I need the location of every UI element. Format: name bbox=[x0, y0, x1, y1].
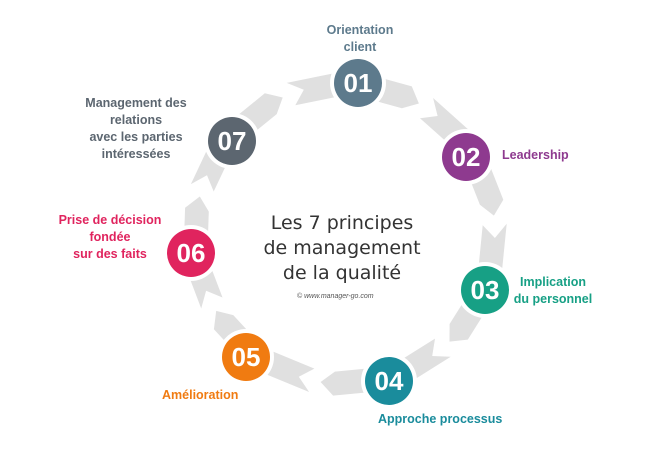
node-circle bbox=[167, 229, 215, 277]
label-line: relations bbox=[109, 113, 163, 127]
principle-node-01: 01 bbox=[330, 55, 386, 111]
label-line: du personnel bbox=[513, 292, 593, 306]
node-number: 06 bbox=[177, 238, 206, 268]
principle-node-03: 03 bbox=[457, 262, 513, 318]
node-number: 02 bbox=[452, 142, 481, 172]
label-line: intéressées bbox=[101, 147, 171, 161]
diagram-title: Les 7 principes de management de la qual… bbox=[262, 211, 422, 286]
principle-node-07: 07 bbox=[204, 113, 260, 169]
node-number: 03 bbox=[471, 275, 500, 305]
label-line: Management des bbox=[85, 96, 187, 110]
label-line: Amélioration bbox=[162, 388, 239, 402]
title-line-2: de management bbox=[263, 237, 421, 259]
node-number: 05 bbox=[232, 342, 261, 372]
label-line: sur des faits bbox=[73, 247, 147, 261]
cycle-arrow-segment bbox=[449, 289, 494, 342]
principle-node-06: 06 bbox=[163, 225, 219, 281]
principle-node-02: 02 bbox=[438, 129, 494, 185]
label-line: avec les parties bbox=[89, 130, 183, 144]
label-implication-personnel: Implication du personnel bbox=[505, 274, 601, 308]
copyright-credit: © www.manager-go.com bbox=[297, 293, 374, 300]
principle-node-04: 04 bbox=[361, 353, 417, 409]
label-approche-processus: Approche processus bbox=[378, 411, 502, 428]
node-circle bbox=[461, 266, 509, 314]
title-line-3: de la qualité bbox=[282, 262, 402, 284]
node-number: 04 bbox=[375, 366, 404, 396]
node-number: 07 bbox=[218, 126, 247, 156]
node-circle bbox=[365, 357, 413, 405]
label-line: Approche processus bbox=[378, 412, 503, 426]
label-amelioration: Amélioration bbox=[162, 387, 238, 404]
cycle-arrow-segment bbox=[223, 93, 283, 144]
principle-node-05: 05 bbox=[218, 329, 274, 385]
node-circle bbox=[334, 59, 382, 107]
label-management-relations: Management des relations avec les partie… bbox=[72, 95, 200, 163]
title-line-1: Les 7 principes bbox=[270, 212, 414, 234]
label-orientation-client: Orientation client bbox=[320, 22, 400, 56]
label-line: client bbox=[343, 40, 377, 54]
label-line: Leadership bbox=[502, 148, 569, 162]
node-circle bbox=[208, 117, 256, 165]
label-prise-de-decision: Prise de décision fondée sur des faits bbox=[50, 212, 170, 263]
label-line: Prise de décision bbox=[58, 213, 162, 227]
node-circle bbox=[442, 133, 490, 181]
label-line: fondée bbox=[89, 230, 131, 244]
label-leadership: Leadership bbox=[502, 147, 569, 164]
node-circle bbox=[222, 333, 270, 381]
node-number: 01 bbox=[344, 68, 373, 98]
label-line: Implication bbox=[520, 275, 586, 289]
principle-nodes: 01 02 03 04 05 06 07 bbox=[163, 55, 513, 409]
label-line: Orientation bbox=[326, 23, 394, 37]
